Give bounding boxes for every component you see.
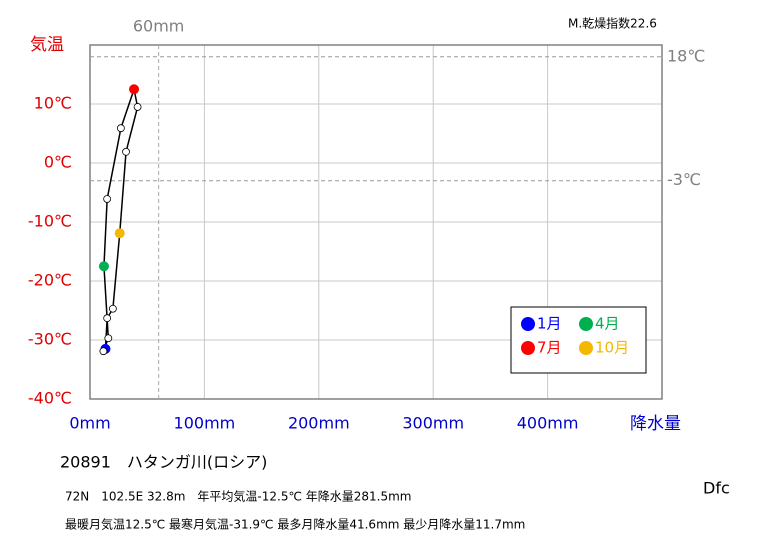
reference-label: 18℃ [667,46,705,65]
dryness-index: M.乾燥指数22.6 [568,16,657,31]
y-axis-label: 気温 [30,35,64,55]
x-tick-label: 300mm [402,414,464,433]
x-axis-label: 降水量 [630,414,681,434]
legend-marker [521,341,535,355]
month-point [122,147,130,156]
month-point [114,228,125,239]
x-tick-label: 0mm [69,414,110,433]
legend-label: 4月 [595,315,620,333]
y-tick-label: 0℃ [44,153,72,172]
month-point [104,334,113,343]
y-tick-label: -10℃ [28,212,72,231]
month-point [98,261,109,272]
legend-label: 10月 [595,339,629,357]
month-point [103,314,112,323]
month-point [108,304,117,313]
month-point [133,103,142,111]
legend-label: 1月 [537,315,562,333]
plot-frame [89,44,663,400]
x-tick-label: 400mm [517,414,579,433]
y-tick-label: -40℃ [28,389,72,408]
month-point [116,124,125,133]
info-line: 最暖月気温12.5℃ 最寒月気温-31.9℃ 最多月降水量41.6mm 最少月降… [65,517,525,532]
month-point [99,347,108,356]
climate-class: Dfc [703,479,730,498]
reference-label: -3℃ [667,170,701,189]
month-point [129,84,140,95]
info-line: 72N 102.5E 32.8m 年平均気温-12.5℃ 年降水量281.5mm [65,489,411,504]
legend-marker [521,317,535,331]
x-tick-label: 200mm [288,414,350,433]
legend-label: 7月 [537,339,562,357]
legend-marker [579,317,593,331]
station: 20891 ハタンガ川(ロシア) [60,453,267,472]
y-tick-label: -20℃ [28,271,72,290]
month-point [103,195,112,203]
y-tick-label: -30℃ [28,330,72,349]
legend-box [510,306,647,374]
reference-label: 60mm [133,17,185,36]
y-tick-label: 10℃ [34,94,72,113]
legend-marker [579,341,593,355]
x-tick-label: 100mm [174,414,236,433]
